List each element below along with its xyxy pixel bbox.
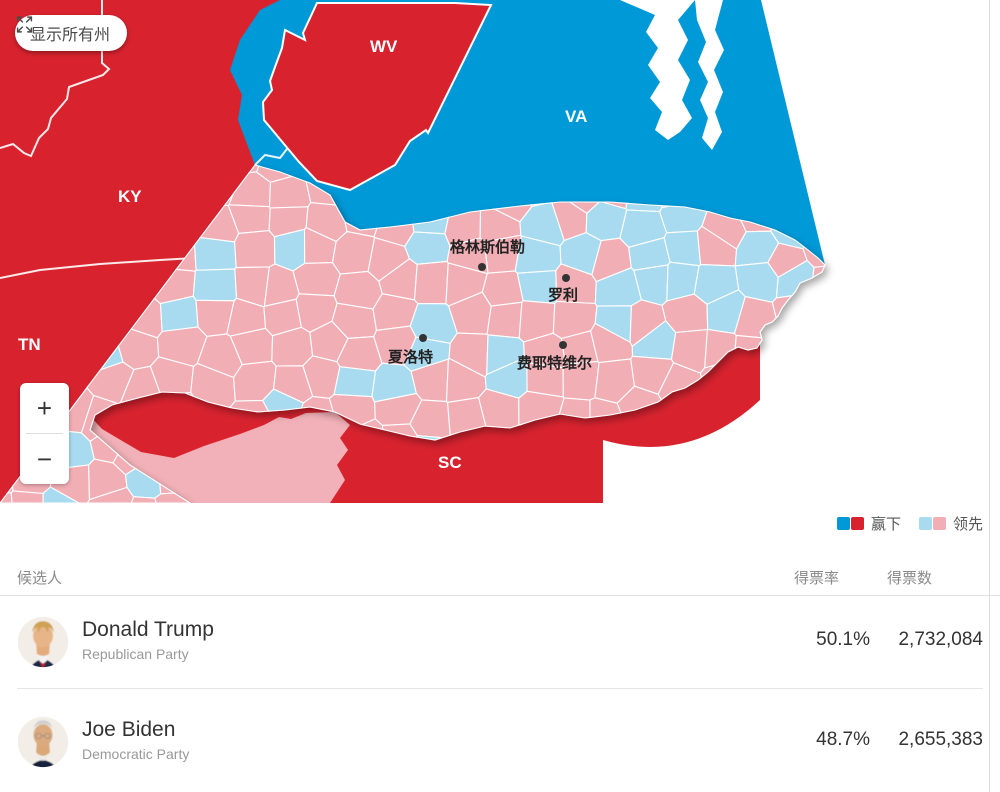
svg-text:TN: TN	[18, 335, 41, 354]
svg-text:夏洛特: 夏洛特	[387, 348, 433, 366]
svg-text:罗利: 罗利	[548, 286, 578, 304]
svg-text:KY: KY	[118, 187, 142, 206]
svg-text:VA: VA	[565, 107, 587, 126]
svg-text:格林斯伯勒: 格林斯伯勒	[450, 238, 525, 256]
svg-text:WV: WV	[370, 37, 398, 56]
svg-text:SC: SC	[438, 453, 462, 472]
svg-text:费耶特维尔: 费耶特维尔	[517, 354, 592, 372]
